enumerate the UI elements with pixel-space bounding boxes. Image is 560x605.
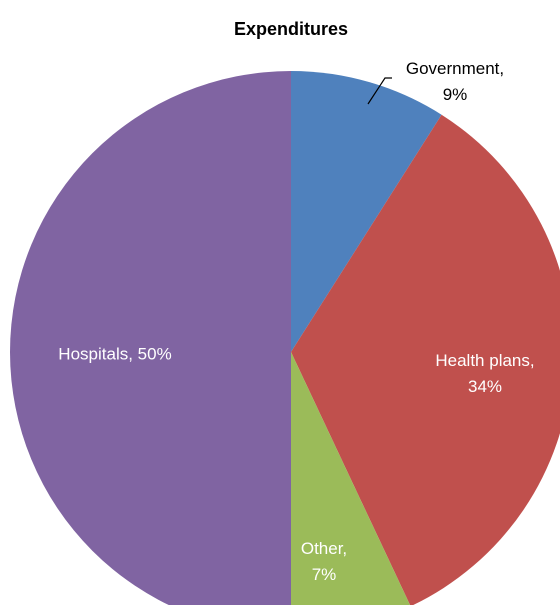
data-label: Government, 9% <box>406 59 504 104</box>
data-label: Other, 7% <box>301 539 347 584</box>
data-label: Health plans, 34% <box>435 351 534 396</box>
pie-slice <box>291 114 560 605</box>
pie-slice <box>10 71 291 605</box>
leader-line <box>367 77 392 105</box>
pie-slice <box>291 71 442 352</box>
pie-slice <box>291 352 411 605</box>
data-label: Hospitals, 50% <box>58 344 171 363</box>
chart-title: Expenditures <box>234 19 348 39</box>
